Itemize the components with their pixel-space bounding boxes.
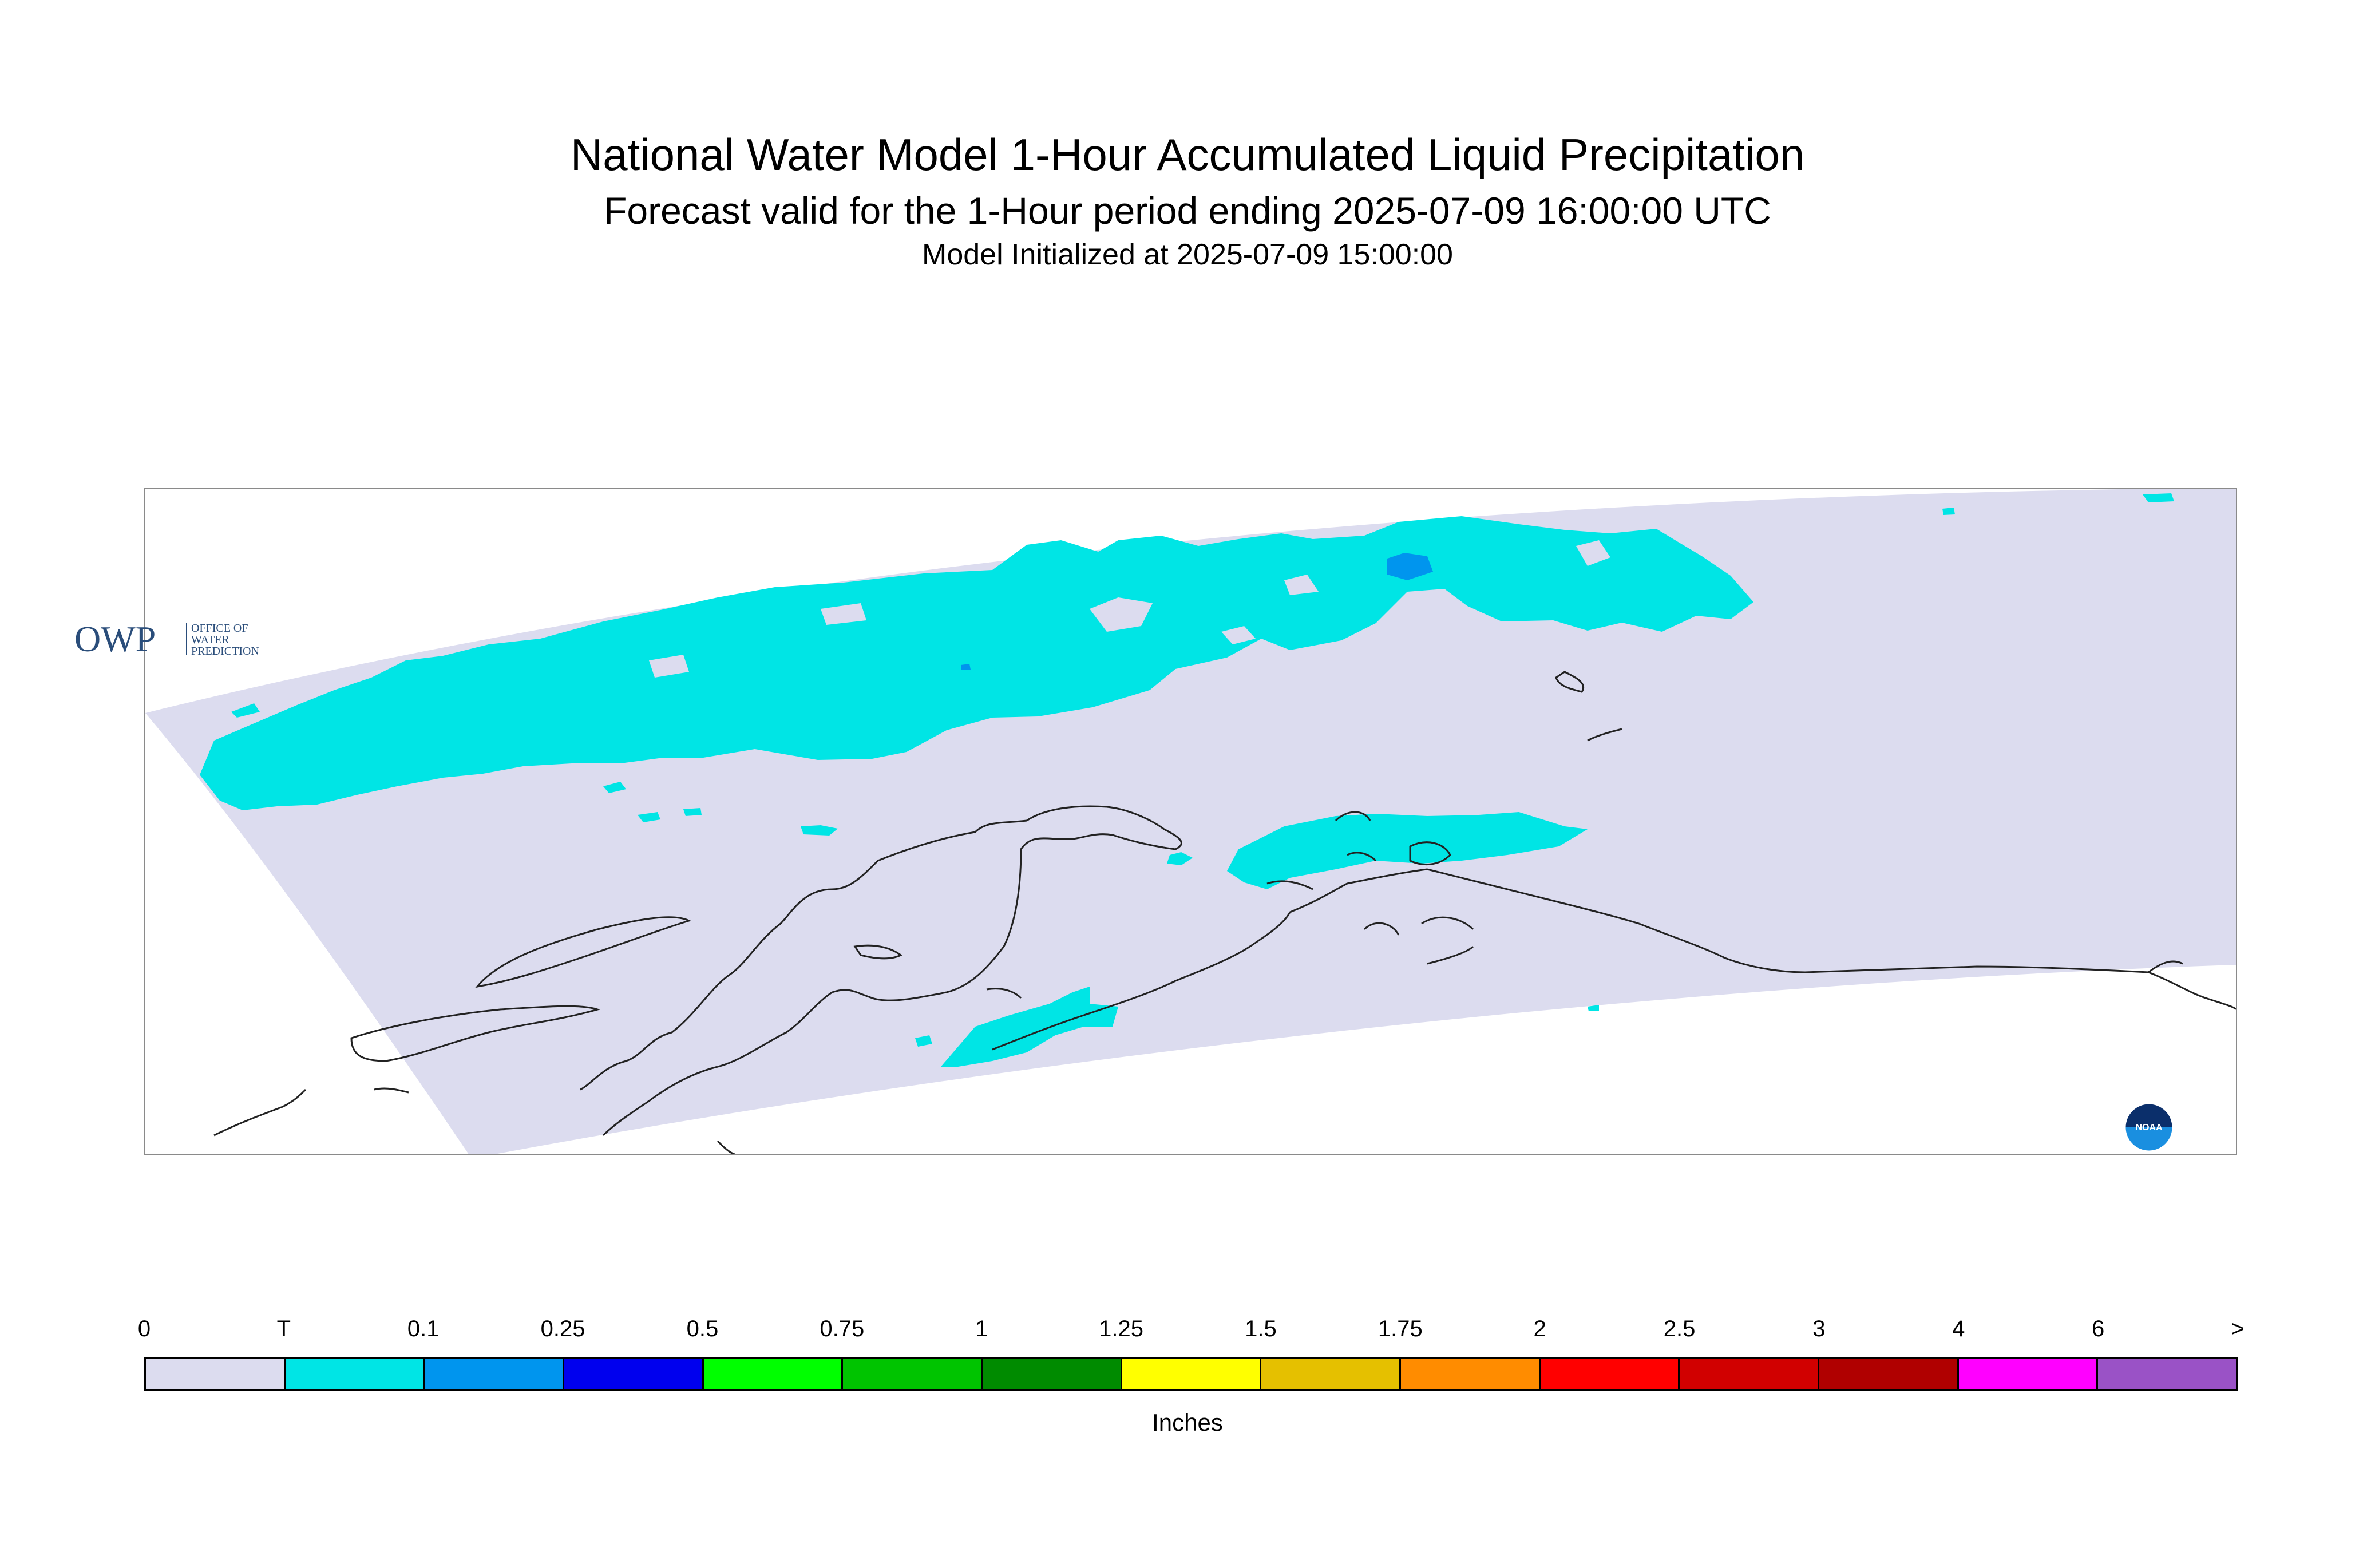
legend-swatch-12 xyxy=(1819,1359,1959,1389)
legend-swatch-3 xyxy=(564,1359,704,1389)
legend-tick-label: 0.25 xyxy=(540,1316,585,1341)
legend-tick-label: 0.5 xyxy=(686,1316,719,1341)
legend-tick-label: 2.5 xyxy=(1663,1316,1696,1341)
legend-unit-label: Inches xyxy=(1152,1409,1223,1436)
legend-swatch-1 xyxy=(285,1359,425,1389)
noaa-logo: NOAA xyxy=(2124,1102,2174,1153)
owp-logo-line1: OFFICE OF xyxy=(191,622,248,635)
legend-swatch-14 xyxy=(2098,1359,2237,1389)
legend-tick-label: T xyxy=(276,1316,291,1341)
coastlines xyxy=(213,671,2236,1154)
map-panel xyxy=(144,488,2237,1155)
legend-tick-label: 1.75 xyxy=(1378,1316,1423,1341)
legend-swatch-0 xyxy=(146,1359,286,1389)
legend-tick-label: 0.75 xyxy=(820,1316,865,1341)
forecast-period-subtitle: Forecast valid for the 1-Hour period end… xyxy=(604,189,1771,232)
legend-tick-label: 2 xyxy=(1533,1316,1546,1341)
legend-tick-label: 3 xyxy=(1812,1316,1826,1341)
model-init-subtitle: Model Initialized at 2025-07-09 15:00:00 xyxy=(922,238,1453,271)
legend-tick-label: 1.5 xyxy=(1245,1316,1277,1341)
owp-logo-line3: PREDICTION xyxy=(191,645,259,658)
legend-tick-label: 1.25 xyxy=(1099,1316,1143,1341)
legend-swatch-9 xyxy=(1401,1359,1541,1389)
no-precip-gaps xyxy=(649,540,1610,678)
legend-swatch-8 xyxy=(1261,1359,1402,1389)
legend-swatch-13 xyxy=(1958,1359,2099,1389)
legend-tick-label: 0.1 xyxy=(407,1316,440,1341)
legend-tick-label: 1 xyxy=(975,1316,988,1341)
legend-swatch-4 xyxy=(703,1359,844,1389)
legend-tick-label: > xyxy=(2231,1316,2245,1341)
light-rain-spot xyxy=(961,664,971,670)
color-legend xyxy=(144,1357,2238,1391)
trace-precipitation-areas xyxy=(200,493,2174,1067)
legend-tick-label: 4 xyxy=(1952,1316,1965,1341)
precipitation-map xyxy=(145,489,2236,1154)
light-rain-area xyxy=(1387,553,1433,580)
noaa-logo-text: NOAA xyxy=(2135,1123,2163,1133)
legend-swatch-2 xyxy=(425,1359,565,1389)
legend-tick-label: 6 xyxy=(2092,1316,2105,1341)
legend-swatch-6 xyxy=(983,1359,1122,1389)
legend-swatch-10 xyxy=(1540,1359,1680,1389)
legend-swatch-11 xyxy=(1680,1359,1820,1389)
owp-logo-letters: OWP xyxy=(74,619,156,658)
owp-logo: OWP OFFICE OF WATER PREDICTION xyxy=(74,619,259,658)
legend-swatch-7 xyxy=(1122,1359,1262,1389)
map-title: National Water Model 1-Hour Accumulated … xyxy=(570,129,1805,180)
legend-swatch-5 xyxy=(843,1359,983,1389)
owp-logo-line2: WATER xyxy=(191,633,229,646)
legend-tick-label: 0 xyxy=(137,1316,151,1341)
